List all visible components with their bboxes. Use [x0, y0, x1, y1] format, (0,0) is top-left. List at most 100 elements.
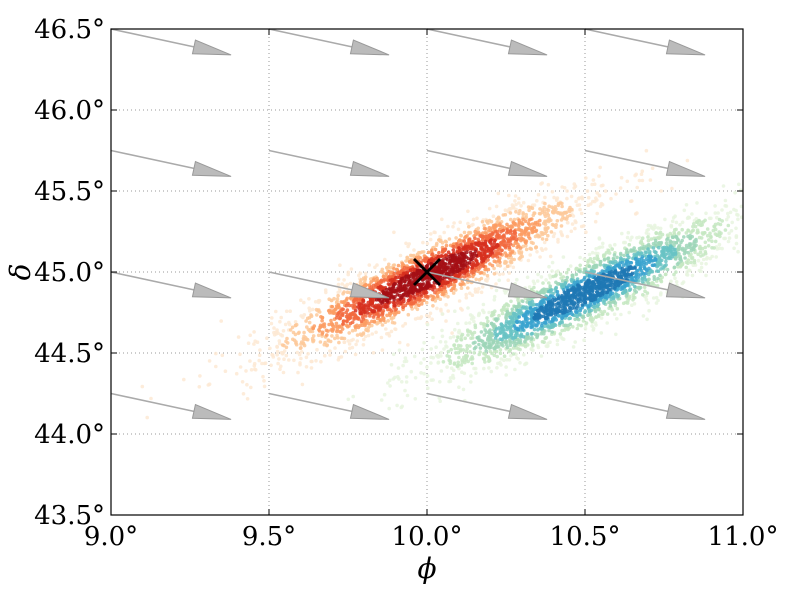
- data-point: [519, 332, 524, 337]
- data-point: [605, 312, 610, 316]
- data-point: [490, 243, 494, 247]
- data-point: [257, 358, 262, 363]
- data-point: [499, 357, 504, 361]
- data-point: [722, 236, 726, 241]
- data-point: [476, 313, 481, 318]
- data-point: [730, 220, 734, 225]
- data-point: [502, 358, 506, 363]
- data-point: [292, 358, 296, 363]
- data-point: [696, 252, 700, 257]
- data-point: [384, 327, 388, 331]
- data-point: [573, 226, 577, 231]
- data-point: [494, 288, 499, 293]
- data-point: [470, 336, 475, 340]
- data-point: [406, 282, 410, 287]
- data-point: [429, 347, 434, 351]
- data-point: [383, 302, 387, 307]
- data-point: [630, 235, 634, 240]
- data-point: [657, 245, 661, 250]
- data-point: [621, 263, 626, 268]
- data-point: [343, 349, 348, 354]
- data-point: [349, 297, 353, 301]
- data-point: [426, 250, 431, 255]
- data-point: [470, 332, 475, 337]
- data-point: [198, 374, 202, 378]
- data-point: [480, 220, 485, 224]
- data-point: [723, 228, 728, 232]
- data-point: [441, 360, 446, 364]
- data-point: [543, 214, 548, 219]
- data-point: [476, 286, 481, 291]
- data-point: [467, 321, 472, 325]
- data-point: [459, 234, 464, 238]
- y-tick-label: 45.5°: [34, 177, 105, 207]
- data-point: [319, 359, 323, 364]
- data-point: [600, 312, 604, 317]
- data-point: [517, 211, 521, 216]
- data-point: [463, 236, 467, 240]
- data-point: [338, 263, 342, 268]
- data-point: [304, 355, 309, 360]
- data-point: [371, 351, 376, 355]
- data-point: [521, 244, 526, 249]
- data-point: [662, 264, 667, 268]
- data-point: [456, 321, 460, 326]
- data-point: [532, 281, 537, 286]
- data-point: [550, 190, 555, 194]
- data-point: [562, 323, 566, 328]
- data-point: [542, 240, 547, 245]
- data-point: [436, 360, 441, 365]
- data-point: [299, 346, 303, 350]
- data-point: [446, 309, 451, 313]
- data-point: [461, 348, 466, 352]
- data-point: [489, 369, 494, 374]
- data-point: [656, 276, 660, 281]
- vector-arrow: [584, 28, 706, 56]
- data-point: [439, 369, 444, 373]
- data-point: [495, 354, 500, 359]
- data-point: [581, 292, 586, 296]
- data-point: [449, 366, 454, 371]
- data-point: [238, 365, 243, 369]
- data-point: [316, 333, 321, 338]
- data-point: [688, 236, 692, 241]
- data-point: [453, 346, 458, 351]
- data-point: [306, 352, 310, 356]
- data-point: [547, 264, 551, 269]
- arrow-shaft: [584, 28, 669, 48]
- data-point: [445, 365, 449, 369]
- data-point: [550, 330, 554, 334]
- data-point: [644, 297, 649, 302]
- data-point: [311, 334, 316, 338]
- data-point: [459, 334, 464, 339]
- data-point: [350, 320, 355, 325]
- data-point: [453, 309, 457, 314]
- data-point: [569, 194, 574, 199]
- data-point: [322, 322, 327, 326]
- data-point: [518, 208, 522, 213]
- data-point: [419, 371, 423, 375]
- data-point: [438, 399, 443, 404]
- data-point: [595, 191, 599, 195]
- data-point: [656, 298, 660, 303]
- data-point: [309, 366, 314, 370]
- data-point: [341, 319, 346, 323]
- data-point: [423, 259, 428, 264]
- data-point: [492, 240, 497, 245]
- data-point: [492, 298, 497, 302]
- data-point: [640, 236, 645, 240]
- data-point: [639, 172, 644, 176]
- vector-arrow: [584, 392, 706, 420]
- data-point: [707, 238, 711, 242]
- data-point: [482, 325, 486, 329]
- data-point: [487, 229, 491, 233]
- data-point: [207, 382, 212, 387]
- data-point: [526, 317, 530, 321]
- data-point: [598, 263, 603, 267]
- data-point: [646, 301, 650, 305]
- data-point: [565, 234, 570, 239]
- data-point: [481, 322, 486, 327]
- data-point: [701, 232, 705, 236]
- data-point: [458, 220, 463, 224]
- data-point: [525, 332, 530, 336]
